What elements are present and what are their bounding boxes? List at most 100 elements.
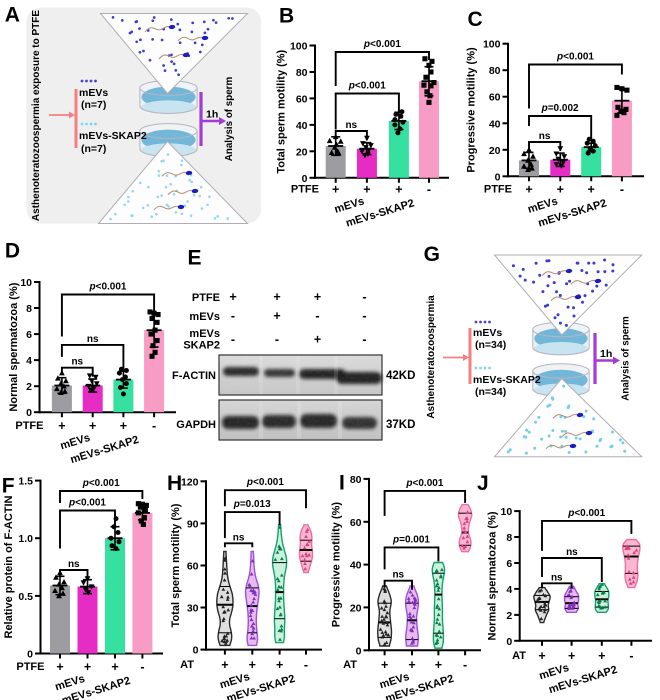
svg-text:+: +: [314, 290, 321, 304]
svg-text:p<0.001: p<0.001: [363, 39, 401, 50]
svg-text:-: -: [427, 183, 431, 197]
svg-text:ns: ns: [551, 572, 563, 583]
svg-text:-: -: [620, 183, 624, 197]
svg-text:30: 30: [187, 603, 199, 615]
svg-text:SKAP2: SKAP2: [183, 340, 220, 352]
svg-text:-: -: [463, 658, 467, 672]
svg-text:ns: ns: [539, 131, 551, 142]
svg-text:I: I: [339, 472, 345, 495]
svg-text:100: 100: [290, 41, 308, 53]
svg-text:H: H: [167, 472, 182, 495]
svg-text:-: -: [231, 333, 235, 347]
svg-text:+: +: [598, 649, 605, 663]
svg-text:F: F: [2, 475, 15, 498]
svg-text:-: -: [362, 290, 366, 304]
svg-text:-: -: [315, 309, 319, 323]
svg-text:+: +: [435, 658, 442, 672]
svg-text:F-ACTIN: F-ACTIN: [172, 370, 216, 382]
svg-text:mEVs: mEVs: [189, 311, 220, 323]
svg-text:+: +: [84, 660, 91, 674]
svg-text:0: 0: [193, 645, 199, 657]
svg-text:+: +: [58, 419, 65, 433]
svg-text:Analysis of sperm: Analysis of sperm: [224, 77, 235, 162]
svg-text:60: 60: [187, 561, 199, 573]
svg-text:1h: 1h: [600, 348, 612, 360]
svg-text:+: +: [332, 183, 339, 197]
svg-text:40: 40: [296, 120, 308, 132]
svg-text:p<0.001: p<0.001: [89, 282, 127, 293]
svg-text:120: 120: [181, 476, 199, 488]
svg-text:ns: ns: [71, 357, 83, 368]
svg-text:+: +: [525, 183, 532, 197]
svg-text:ns: ns: [87, 334, 99, 345]
svg-text:p=0.001: p=0.001: [392, 534, 430, 545]
svg-text:+: +: [56, 660, 63, 674]
svg-text:0: 0: [27, 649, 33, 661]
svg-text:40: 40: [350, 560, 362, 572]
svg-text:4: 4: [26, 355, 32, 367]
svg-text:mEVs: mEVs: [473, 327, 502, 339]
svg-text:ns: ns: [233, 532, 245, 543]
svg-text:0: 0: [495, 171, 501, 183]
svg-text:A: A: [5, 4, 20, 27]
svg-text:ns: ns: [566, 547, 578, 558]
svg-text:20: 20: [350, 602, 362, 614]
svg-text:1h: 1h: [206, 109, 218, 121]
svg-text:-: -: [362, 333, 366, 347]
svg-text:0: 0: [26, 407, 32, 419]
svg-text:D: D: [5, 240, 20, 263]
svg-text:+: +: [249, 658, 256, 672]
svg-text:p<0.001: p<0.001: [405, 478, 443, 489]
svg-text:-: -: [362, 309, 366, 323]
svg-text:0: 0: [302, 173, 308, 185]
svg-text:40: 40: [489, 118, 501, 130]
svg-text:-: -: [629, 649, 633, 663]
svg-text:PTFE: PTFE: [291, 184, 319, 196]
svg-text:p<0.001: p<0.001: [348, 81, 386, 92]
svg-text:(n=7): (n=7): [81, 143, 106, 155]
svg-text:+: +: [273, 290, 280, 304]
svg-text:0: 0: [506, 636, 512, 648]
svg-text:mEVs-SKAP2: mEVs-SKAP2: [473, 374, 541, 386]
svg-text:ns: ns: [345, 120, 357, 131]
svg-text:(n=34): (n=34): [475, 339, 506, 351]
svg-text:100: 100: [483, 39, 501, 51]
svg-text:Relative protein of F-ACTIN: Relative protein of F-ACTIN: [3, 495, 15, 638]
svg-text:AT: AT: [343, 659, 357, 671]
svg-text:E: E: [188, 247, 202, 270]
svg-text:1.5: 1.5: [18, 476, 33, 488]
svg-text:mEVs: mEVs: [189, 328, 220, 340]
svg-text:mEVs: mEVs: [79, 87, 108, 99]
svg-text:6: 6: [506, 558, 512, 570]
svg-text:(n=7): (n=7): [81, 99, 106, 111]
svg-text:B: B: [279, 5, 294, 28]
svg-text:p<0.001: p<0.001: [246, 477, 284, 488]
svg-text:ns: ns: [392, 570, 404, 581]
svg-text:60: 60: [350, 517, 362, 529]
svg-text:Total sperm motility (%): Total sperm motility (%): [276, 49, 288, 173]
svg-text:p=0.013: p=0.013: [233, 499, 271, 510]
svg-text:1.0: 1.0: [18, 533, 33, 545]
svg-text:-: -: [231, 309, 235, 323]
svg-text:+: +: [89, 419, 96, 433]
svg-text:8: 8: [506, 532, 512, 544]
svg-text:+: +: [276, 658, 283, 672]
svg-text:4: 4: [506, 584, 512, 596]
svg-text:Asthenoteratozoospermia exposu: Asthenoteratozoospermia exposure to PTFE: [31, 10, 42, 221]
svg-text:+: +: [568, 649, 575, 663]
svg-text:p<0.001: p<0.001: [567, 508, 605, 519]
svg-text:+: +: [314, 333, 321, 347]
svg-text:(n=34): (n=34): [475, 386, 506, 398]
svg-text:+: +: [557, 183, 564, 197]
svg-text:p=0.002: p=0.002: [541, 103, 579, 114]
svg-text:Total sperm motility (%): Total sperm motility (%): [170, 503, 182, 627]
svg-text:-: -: [140, 660, 144, 674]
svg-text:PTFE: PTFE: [16, 661, 44, 673]
svg-text:mEVs-SKAP2: mEVs-SKAP2: [79, 130, 147, 142]
svg-text:8: 8: [26, 303, 32, 315]
svg-text:60: 60: [489, 92, 501, 104]
svg-text:10: 10: [20, 277, 32, 289]
svg-text:Progressive motility (%): Progressive motility (%): [466, 47, 478, 173]
svg-text:AT: AT: [512, 650, 526, 662]
svg-text:90: 90: [187, 518, 199, 530]
